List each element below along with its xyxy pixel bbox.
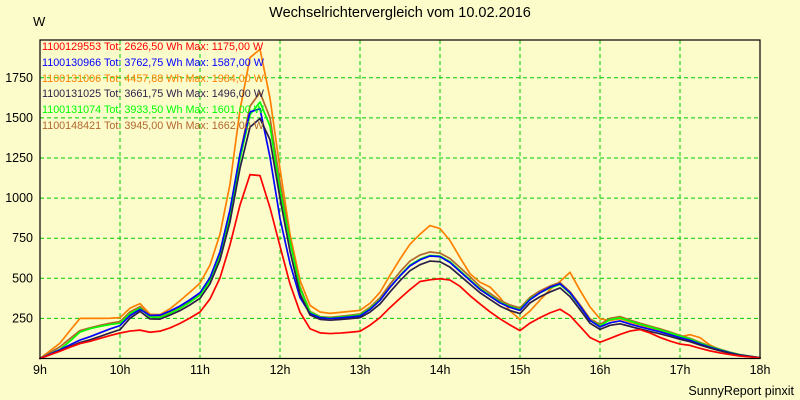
svg-text:14h: 14h	[430, 363, 451, 377]
svg-text:250: 250	[12, 311, 33, 325]
svg-text:11h: 11h	[190, 363, 210, 377]
svg-text:13h: 13h	[350, 363, 371, 377]
svg-text:16h: 16h	[590, 363, 611, 377]
svg-text:17h: 17h	[670, 363, 691, 377]
svg-text:15h: 15h	[510, 363, 531, 377]
svg-text:1500: 1500	[5, 111, 33, 125]
svg-text:9h: 9h	[33, 363, 47, 377]
svg-text:500: 500	[12, 271, 33, 285]
svg-text:10h: 10h	[110, 363, 131, 377]
svg-text:750: 750	[12, 231, 33, 245]
svg-text:1250: 1250	[5, 151, 33, 165]
svg-text:1000: 1000	[5, 191, 33, 205]
svg-text:1750: 1750	[5, 71, 33, 85]
svg-text:12h: 12h	[270, 363, 291, 377]
svg-text:18h: 18h	[750, 363, 771, 377]
